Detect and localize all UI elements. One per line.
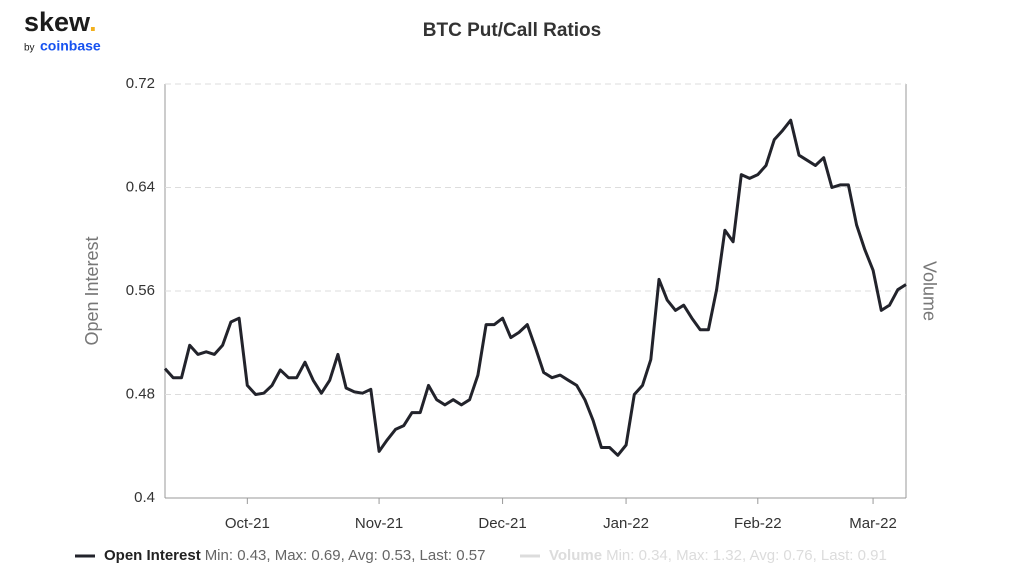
- y-tick-label: 0.72: [126, 75, 155, 92]
- x-tick-label: Oct-21: [225, 515, 270, 532]
- y2-axis-label: Volume: [919, 261, 939, 321]
- legend-label[interactable]: Open Interest: [104, 547, 201, 564]
- x-tick-label: Nov-21: [355, 515, 403, 532]
- x-tick-label: Feb-22: [734, 515, 782, 532]
- y-tick-label: 0.56: [126, 282, 155, 299]
- x-tick-label: Dec-21: [478, 515, 526, 532]
- y-tick-label: 0.64: [126, 178, 155, 195]
- logo-brand: coinbase: [40, 38, 101, 54]
- logo: skew.: [24, 7, 97, 37]
- data-line: [163, 118, 907, 457]
- logo-dot: .: [89, 7, 97, 37]
- logo-name: skew: [24, 7, 91, 37]
- y-tick-label: 0.48: [126, 385, 155, 402]
- x-tick-label: Jan-22: [603, 515, 649, 532]
- legend-stats: Min: 0.43, Max: 0.69, Avg: 0.53, Last: 0…: [205, 547, 486, 564]
- x-tick-label: Mar-22: [849, 515, 897, 532]
- chart-title: BTC Put/Call Ratios: [423, 20, 601, 41]
- y-tick-label: 0.4: [134, 489, 155, 506]
- legend-stats: Min: 0.34, Max: 1.32, Avg: 0.76, Last: 0…: [606, 547, 887, 564]
- y-axis-label: Open Interest: [82, 236, 102, 345]
- legend-label[interactable]: Volume: [549, 547, 602, 564]
- logo-by: by: [24, 43, 35, 54]
